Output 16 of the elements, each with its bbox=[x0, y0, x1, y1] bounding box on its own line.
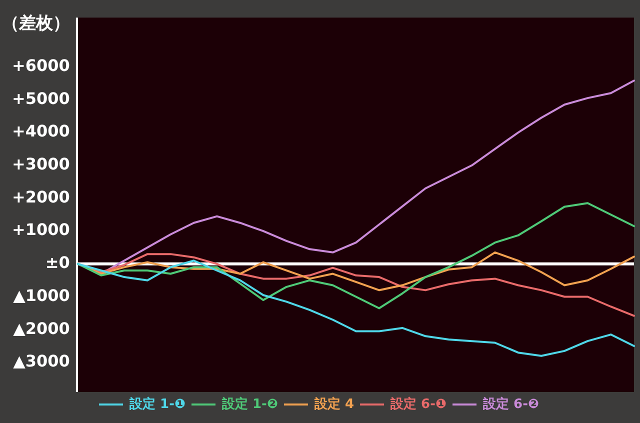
legend-label: 設定 4 bbox=[313, 396, 354, 412]
y-tick-label: +3000 bbox=[12, 154, 70, 174]
y-tick-label: ▲1000 bbox=[13, 286, 70, 305]
legend-label: 設定 6-❷ bbox=[482, 396, 539, 412]
legend-label: 設定 1-❷ bbox=[220, 396, 278, 412]
legend-label: 設定 1-❶ bbox=[128, 396, 186, 412]
y-axis-title: （差枚） bbox=[2, 13, 70, 34]
y-tick-label: +6000 bbox=[12, 56, 70, 76]
legend-label: 設定 6-❶ bbox=[390, 396, 447, 412]
y-tick-label: ±0 bbox=[45, 253, 70, 272]
y-tick-label: +4000 bbox=[12, 122, 70, 141]
y-tick-label: +2000 bbox=[12, 187, 70, 206]
y-tick-label: ▲3000 bbox=[13, 352, 70, 371]
y-tick-label: +5000 bbox=[12, 88, 70, 108]
y-tick-label: ▲2000 bbox=[13, 318, 70, 338]
y-tick-label: +1000 bbox=[12, 220, 70, 240]
